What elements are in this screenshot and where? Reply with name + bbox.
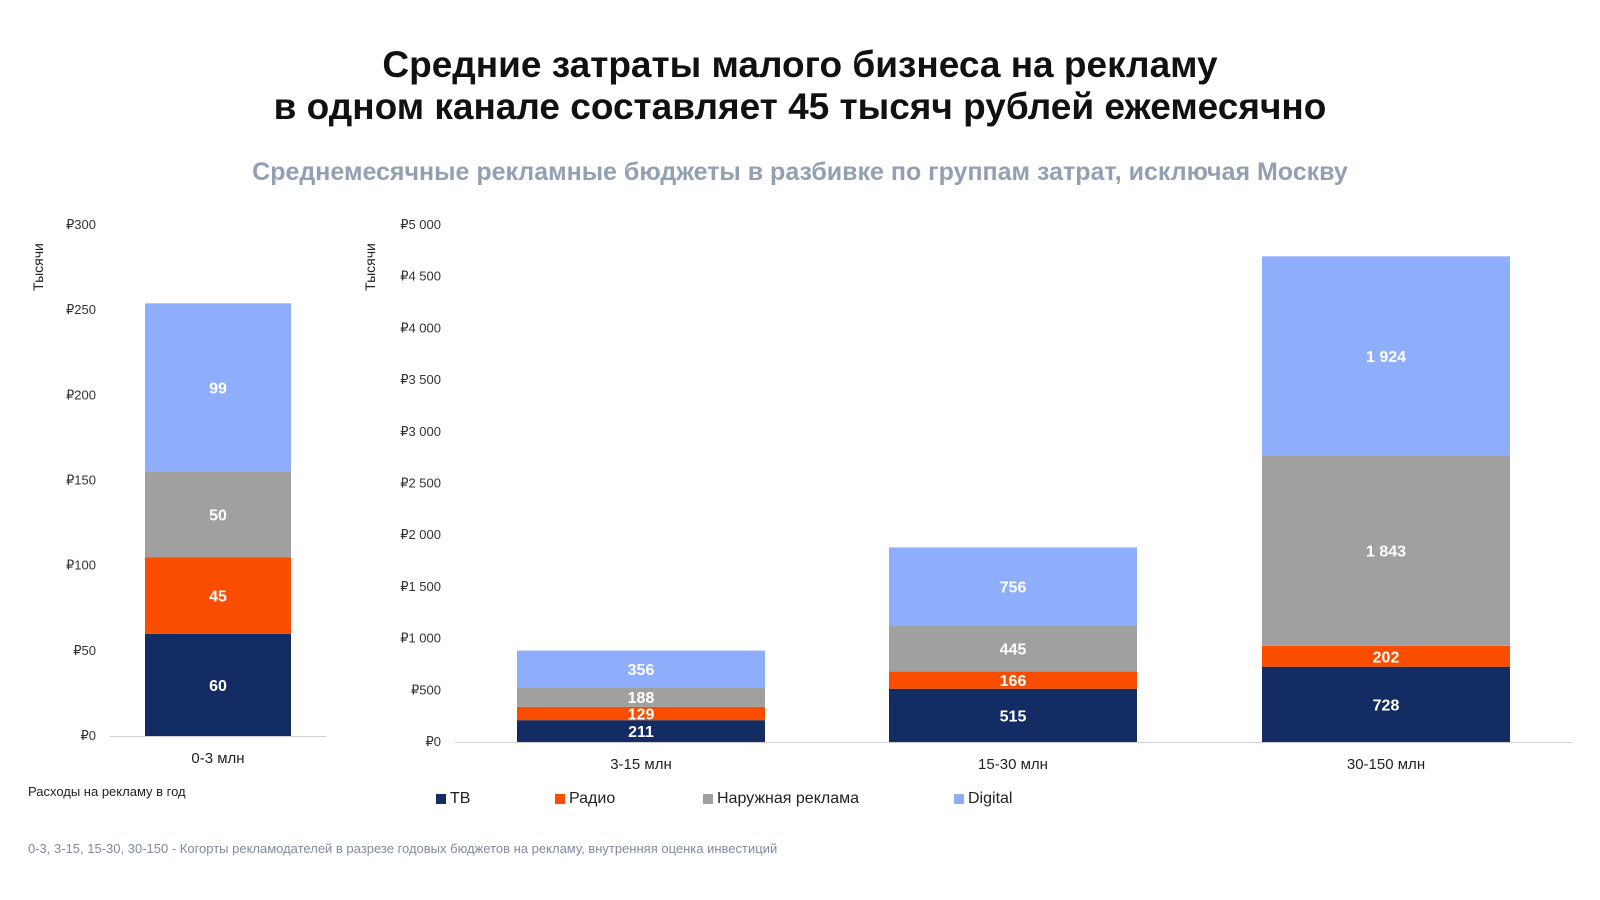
data-label-1-0-0: 211 <box>628 724 654 741</box>
bar-segment-1-1-3 <box>889 547 1137 626</box>
legend-swatch-outdoor <box>703 794 713 804</box>
data-label-1-1-3: 756 <box>1000 579 1027 596</box>
bar-segment-1-2-3 <box>1262 256 1510 456</box>
y-tick-label-1-6: ₽3 000 <box>400 424 441 439</box>
y-tick-label-1-9: ₽4 500 <box>400 269 441 284</box>
data-label-1-0-2: 188 <box>628 690 655 707</box>
legend-swatch-digital <box>954 794 964 804</box>
data-label-1-2-1: 202 <box>1373 649 1400 666</box>
y-tick-label-1-7: ₽3 500 <box>400 372 441 387</box>
spend-axis-caption: Расходы на рекламу в год <box>28 784 186 799</box>
legend-swatch-tv <box>436 794 446 804</box>
bar-segment-1-0-3 <box>517 650 765 688</box>
footnote: 0-3, 3-15, 15-30, 30-150 - Когорты рекла… <box>28 841 778 856</box>
data-label-1-1-2: 445 <box>1000 642 1027 659</box>
y-tick-label-1-4: ₽2 000 <box>400 527 441 542</box>
y-tick-label-0-2: ₽100 <box>66 558 96 573</box>
bar-segment-1-2-2 <box>1262 455 1510 646</box>
data-label-1-2-3: 1 924 <box>1366 349 1406 366</box>
legend-label-tv: ТВ <box>450 790 471 807</box>
bar-segment-1-0-1 <box>517 706 765 721</box>
chart-subtitle: Среднемесячные рекламные бюджеты в разби… <box>252 158 1348 186</box>
y-tick-label-0-6: ₽300 <box>66 217 96 232</box>
bar-segment-0-0-3 <box>145 303 291 472</box>
bar-segment-1-0-2 <box>517 687 765 707</box>
bar-segment-1-2-1 <box>1262 645 1510 667</box>
category-label-1-1: 15-30 млн <box>978 756 1048 773</box>
legend-label-radio: Радио <box>569 790 616 807</box>
bar-segment-1-1-2 <box>889 625 1137 672</box>
legend-label-outdoor: Наружная реклама <box>717 790 860 807</box>
category-label-1-2: 30-150 млн <box>1347 756 1425 773</box>
bar-segment-0-0-0 <box>145 633 291 736</box>
legend-item-radio: Радио <box>555 790 615 808</box>
data-label-1-2-2: 1 843 <box>1366 544 1406 561</box>
y-tick-label-0-5: ₽250 <box>66 302 96 317</box>
y-tick-label-0-0: ₽0 <box>80 728 96 743</box>
data-label-1-2-0: 728 <box>1373 697 1400 714</box>
category-label-1-0: 3-15 млн <box>610 756 672 773</box>
y-tick-label-1-10: ₽5 000 <box>400 217 441 232</box>
bar-segment-0-0-1 <box>145 557 291 634</box>
data-label-0-0-2: 50 <box>209 508 227 525</box>
title-line-1: Средние затраты малого бизнеса на реклам… <box>382 44 1218 85</box>
data-label-0-0-3: 99 <box>209 381 227 398</box>
data-label-1-0-3: 356 <box>628 662 655 679</box>
page-title: Средние затраты малого бизнеса на реклам… <box>0 44 1600 128</box>
legend-label-digital: Digital <box>968 790 1013 807</box>
data-label-1-1-0: 515 <box>1000 708 1027 725</box>
y-tick-label-1-3: ₽1 500 <box>400 579 441 594</box>
data-label-1-0-1: 129 <box>628 707 655 724</box>
y-tick-label-1-2: ₽1 000 <box>400 631 441 646</box>
legend-item-tv: ТВ <box>436 790 470 808</box>
legend-item-digital: Digital <box>954 790 1012 808</box>
y-axis-title-0: Тысячи <box>30 243 46 291</box>
bar-segment-0-0-2 <box>145 471 291 558</box>
chart-legend: ТВ Радио Наружная реклама Digital <box>0 790 1600 814</box>
y-tick-label-0-3: ₽150 <box>66 473 96 488</box>
y-tick-label-1-1: ₽500 <box>411 682 441 697</box>
bar-segment-1-0-0 <box>517 720 765 742</box>
y-axis-title-1: Тысячи <box>362 243 378 291</box>
data-label-0-0-0: 60 <box>209 678 227 695</box>
data-label-0-0-1: 45 <box>209 588 227 605</box>
data-label-1-1-1: 166 <box>1000 673 1027 690</box>
bar-segment-1-1-1 <box>889 671 1137 689</box>
y-tick-label-1-8: ₽4 000 <box>400 320 441 335</box>
y-tick-label-1-5: ₽2 500 <box>400 476 441 491</box>
y-tick-label-0-4: ₽200 <box>66 387 96 402</box>
y-tick-label-0-1: ₽50 <box>73 643 96 658</box>
legend-swatch-radio <box>555 794 565 804</box>
category-label-0-0: 0-3 млн <box>191 750 244 767</box>
title-line-2: в одном канале составляет 45 тысяч рубле… <box>273 86 1327 127</box>
bar-segment-1-1-0 <box>889 688 1137 742</box>
y-tick-label-1-0: ₽0 <box>425 734 441 749</box>
legend-item-outdoor: Наружная реклама <box>703 790 859 808</box>
bar-segment-1-2-0 <box>1262 666 1510 742</box>
